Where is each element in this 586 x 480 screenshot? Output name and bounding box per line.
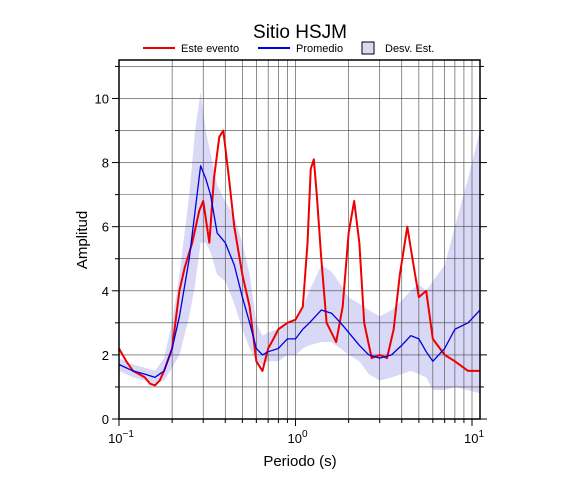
y-tick-label: 4 [102,284,109,299]
x-tick-label: 101 [464,429,484,446]
legend-label: Promedio [296,43,343,55]
std-band [119,92,480,394]
series-line [118,129,480,387]
chart-title: Sitio HSJM [253,22,347,43]
x-tick-exponent: 1 [478,429,484,440]
x-tick-exponent: −1 [123,429,135,440]
y-tick-label: 10 [95,91,109,106]
x-tick-base: 10 [464,431,478,446]
y-axis-label: Amplitud [74,211,91,269]
legend-label: Este evento [181,43,239,55]
series-line [118,165,481,378]
legend-label: Desv. Est. [385,43,434,55]
x-tick-exponent: 0 [302,429,308,440]
legend-swatch [361,41,375,55]
plot-frame [118,59,481,420]
y-tick-label: 2 [102,348,109,363]
y-tick-label: 0 [102,412,109,427]
x-tick-base: 10 [108,431,122,446]
x-axis-label: Periodo (s) [263,453,336,470]
x-tick-base: 10 [287,431,301,446]
y-tick-label: 8 [102,156,109,171]
x-tick-label: 100 [287,429,307,446]
x-tick-label: 10−1 [108,429,134,446]
y-tick-label: 6 [102,220,109,235]
